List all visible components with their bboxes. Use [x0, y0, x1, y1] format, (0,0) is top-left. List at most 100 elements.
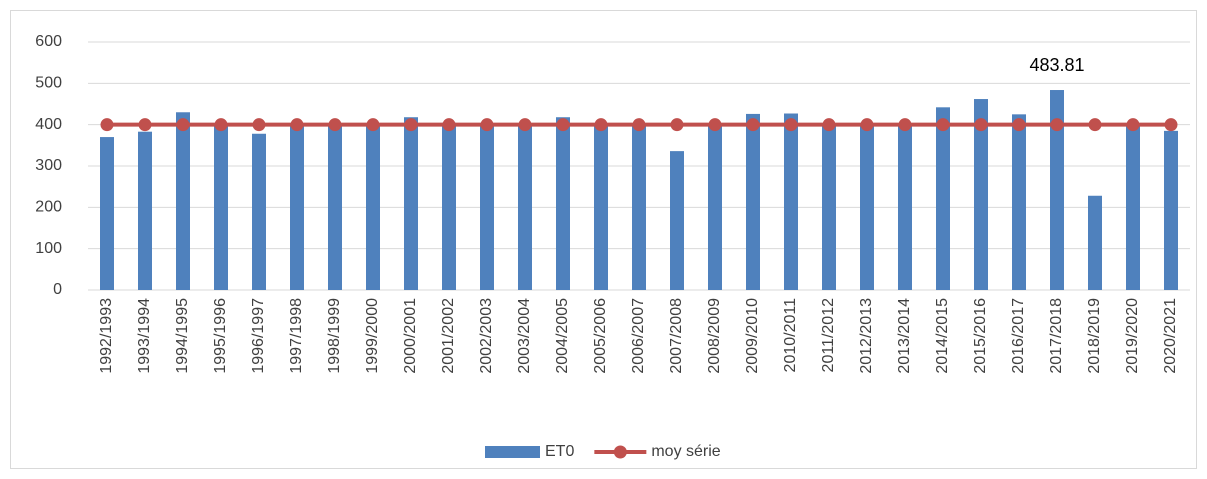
- bar: [746, 113, 760, 290]
- bar: [1050, 90, 1064, 290]
- bar: [480, 125, 494, 290]
- x-tick-label: 2010/2011: [782, 298, 799, 373]
- line-marker: [518, 118, 532, 132]
- bar: [404, 117, 418, 290]
- x-tick-label: 2000/2001: [402, 298, 419, 374]
- bar: [974, 99, 988, 290]
- line-marker: [252, 118, 266, 132]
- bar: [252, 133, 266, 290]
- line-marker: [214, 118, 228, 132]
- x-tick-label: 2019/2020: [1124, 298, 1141, 374]
- x-tick-label: 2015/2016: [972, 298, 989, 374]
- bar: [860, 125, 874, 290]
- y-tick-label: 200: [35, 199, 62, 216]
- x-tick-label: 2008/2009: [706, 298, 723, 374]
- bar: [138, 131, 152, 290]
- x-tick-label: 2004/2005: [554, 298, 571, 374]
- x-tick-label: 1994/1995: [174, 298, 191, 374]
- line-marker: [1050, 118, 1064, 132]
- x-tick-label: 2013/2014: [896, 298, 913, 374]
- legend-swatch: [613, 445, 627, 459]
- x-tick-label: 2020/2021: [1162, 298, 1179, 374]
- bar: [366, 124, 380, 291]
- legend-label: moy série: [651, 443, 720, 460]
- line-marker: [328, 118, 342, 132]
- line-marker: [594, 118, 608, 132]
- y-tick-label: 600: [35, 33, 62, 50]
- line-marker: [290, 118, 304, 132]
- x-tick-label: 1995/1996: [212, 298, 229, 374]
- bar: [328, 125, 342, 290]
- x-tick-label: 2005/2006: [592, 298, 609, 374]
- line-marker: [822, 118, 836, 132]
- x-tick-label: 2007/2008: [668, 298, 685, 374]
- line-marker: [176, 118, 190, 132]
- y-tick-label: 400: [35, 116, 62, 133]
- x-tick-label: 2016/2017: [1010, 298, 1027, 374]
- line-marker: [632, 118, 646, 132]
- x-tick-label: 2009/2010: [744, 298, 761, 374]
- bar: [290, 124, 304, 291]
- x-tick-label: 2017/2018: [1048, 298, 1065, 374]
- bar: [670, 151, 684, 290]
- bar: [822, 123, 836, 290]
- line-marker: [366, 118, 380, 132]
- line-marker: [442, 118, 456, 132]
- line-marker: [898, 118, 912, 132]
- x-tick-label: 1993/1994: [136, 298, 153, 374]
- line-marker: [480, 118, 494, 132]
- legend-label: ET0: [545, 443, 574, 460]
- line-marker: [1126, 118, 1140, 132]
- y-tick-label: 0: [53, 281, 62, 298]
- bar: [594, 124, 608, 291]
- bar: [1164, 130, 1178, 290]
- line-marker: [100, 118, 114, 132]
- x-tick-label: 2001/2002: [440, 298, 457, 374]
- legend-swatch: [485, 446, 540, 458]
- bar: [518, 124, 532, 291]
- bar: [1012, 114, 1026, 290]
- bar: [1088, 195, 1102, 290]
- bar: [936, 107, 950, 290]
- bar: [442, 122, 456, 290]
- line-marker: [746, 118, 760, 132]
- line-marker: [974, 118, 988, 132]
- x-tick-label: 1996/1997: [250, 298, 267, 374]
- bar: [1126, 124, 1140, 291]
- line-marker: [860, 118, 874, 132]
- line-marker: [1164, 118, 1178, 132]
- line-marker: [1088, 118, 1102, 132]
- line-marker: [784, 118, 798, 132]
- line-marker: [708, 118, 722, 132]
- y-tick-label: 100: [35, 240, 62, 257]
- bar: [632, 125, 646, 290]
- bar: [708, 123, 722, 290]
- x-tick-label: 1992/1993: [98, 298, 115, 374]
- line-marker: [138, 118, 152, 132]
- x-tick-label: 2006/2007: [630, 298, 647, 374]
- x-tick-label: 1999/2000: [364, 298, 381, 374]
- bar: [784, 113, 798, 290]
- line-marker: [404, 118, 418, 132]
- bar: [556, 117, 570, 290]
- x-tick-label: 2003/2004: [516, 298, 533, 374]
- line-marker: [556, 118, 570, 132]
- bar: [214, 123, 228, 290]
- x-tick-label: 2012/2013: [858, 298, 875, 374]
- x-tick-label: 1998/1999: [326, 298, 343, 374]
- bar: [176, 112, 190, 291]
- line-marker: [936, 118, 950, 132]
- x-tick-label: 2014/2015: [934, 298, 951, 374]
- bar: [898, 124, 912, 291]
- line-marker: [1012, 118, 1026, 132]
- x-tick-label: 2018/2019: [1086, 298, 1103, 374]
- y-tick-label: 300: [35, 157, 62, 174]
- bar: [100, 137, 114, 290]
- x-tick-label: 2011/2012: [820, 298, 837, 373]
- y-tick-label: 500: [35, 75, 62, 92]
- x-tick-label: 1997/1998: [288, 298, 305, 374]
- data-label: 483.81: [1029, 55, 1084, 75]
- x-tick-label: 2002/2003: [478, 298, 495, 374]
- line-marker: [670, 118, 684, 132]
